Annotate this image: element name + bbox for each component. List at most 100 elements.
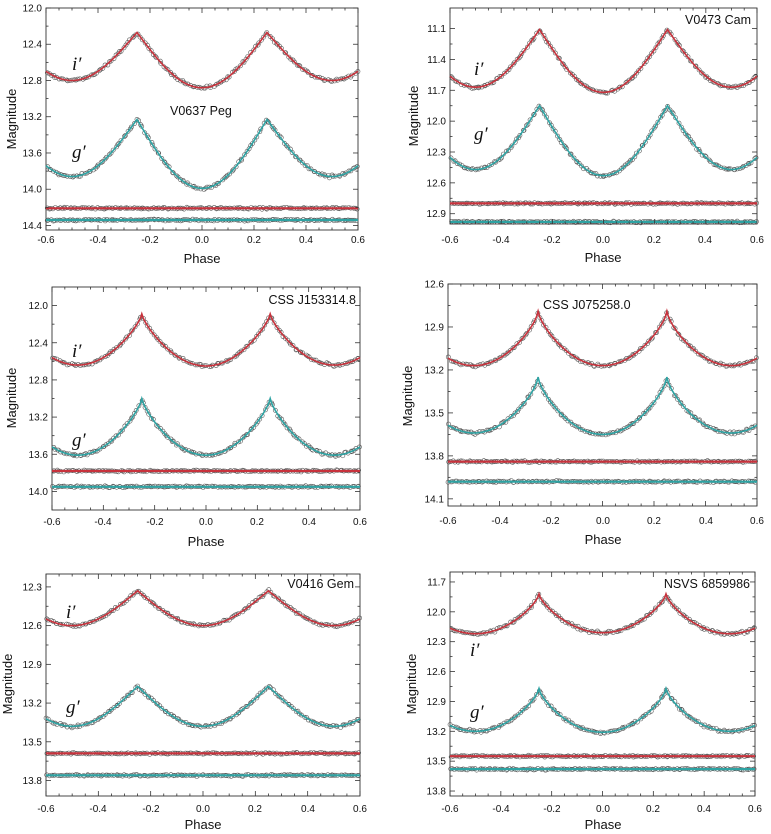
observation-point [352, 165, 358, 170]
observation-point [307, 445, 313, 450]
observation-point [266, 120, 272, 125]
observation-point [562, 64, 568, 70]
observation-point [506, 67, 512, 72]
observation-point [529, 602, 534, 608]
star-name-label: CSS J075258.0 [543, 298, 631, 312]
observation-point [541, 111, 547, 117]
plot-frame [45, 573, 361, 797]
observation-point [257, 416, 263, 422]
observation-point [555, 408, 561, 414]
observation-point [278, 45, 284, 51]
observation-point [114, 144, 119, 150]
g-band-fit-curve [449, 685, 756, 734]
observation-point [702, 153, 708, 159]
observation-point [181, 79, 187, 85]
observation-point [174, 173, 180, 179]
data-marks [43, 587, 362, 779]
observation-point [355, 69, 361, 74]
observation-point [142, 691, 148, 697]
observation-point [108, 150, 114, 156]
star-name-label: V0416 Gem [287, 577, 354, 591]
observation-point [236, 611, 242, 616]
observation-point [283, 50, 289, 56]
observation-point [130, 327, 135, 333]
observation-point [233, 164, 239, 170]
observation-point [329, 79, 334, 84]
i-band-fit-curve [51, 311, 361, 367]
observation-point [281, 420, 287, 426]
observation-point [163, 433, 169, 438]
observation-point [678, 400, 684, 405]
observation-point [560, 61, 565, 66]
g-band-label: g′ [474, 124, 489, 145]
observation-point [637, 414, 643, 420]
plot-frame [449, 571, 756, 797]
observation-point [625, 161, 630, 166]
observation-point [676, 120, 682, 126]
observation-point [276, 596, 282, 602]
observation-point [753, 155, 759, 161]
observation-point [162, 609, 168, 615]
observation-point [675, 396, 680, 402]
observation-point [525, 44, 530, 50]
x-tick-label: -0.6 [37, 804, 55, 815]
observation-point [639, 617, 645, 623]
x-tick-label: 0.6 [750, 516, 764, 527]
observation-point [172, 352, 178, 358]
observation-point [96, 68, 102, 74]
observation-point [551, 707, 557, 713]
observation-point [45, 617, 51, 623]
observation-point [97, 67, 103, 73]
observation-point [655, 700, 661, 706]
observation-point [667, 599, 673, 604]
observation-point [333, 453, 338, 459]
panel-v0637-peg: V0637 Peg i′ g′ -0.6 -0.4 -0.2 0.0 0.2 0… [4, 4, 365, 267]
observation-point [550, 47, 556, 53]
observation-point [541, 695, 547, 701]
observation-point [676, 332, 682, 338]
observation-point [493, 159, 498, 165]
observation-point [102, 354, 108, 359]
observation-point [235, 65, 240, 71]
y-tick-label: 11.4 [427, 55, 446, 66]
observation-point [561, 62, 566, 67]
observation-point [651, 400, 657, 405]
tick-marks [51, 287, 361, 510]
y-tick-label: 12.8 [23, 76, 43, 87]
x-tick-label: -0.4 [491, 516, 509, 527]
observation-point [646, 710, 652, 716]
observation-point [115, 142, 121, 147]
observation-point [238, 348, 244, 354]
observation-point [686, 714, 692, 720]
observation-point [532, 318, 538, 323]
observation-point [157, 605, 162, 611]
observation-point [298, 350, 304, 355]
x-tick-label: 0.0 [195, 235, 209, 246]
y-tick-labels: 12.0 12.4 12.8 13.2 13.6 14.0 14.4 [23, 4, 43, 232]
y-tick-labels: 11.7 12.0 12.3 12.6 12.9 13.2 13.5 13.8 [427, 577, 447, 797]
observation-point [693, 348, 699, 354]
observation-point [285, 603, 290, 609]
observation-point [282, 699, 288, 705]
observation-point [601, 174, 606, 179]
x-tick-label: 0.6 [750, 235, 764, 246]
observation-point [642, 411, 648, 417]
star-name-label: CSS J153314.8 [268, 293, 356, 307]
x-tick-label: 0.0 [596, 804, 610, 815]
observation-point [221, 77, 227, 83]
y-tick-label: 12.8 [29, 375, 49, 386]
observation-point [571, 353, 577, 359]
observation-point [646, 135, 651, 140]
observation-point [146, 695, 152, 701]
observation-point [536, 103, 542, 109]
observation-point [520, 335, 526, 341]
observation-point [673, 115, 678, 121]
observation-point [646, 406, 651, 412]
y-tick-label: 12.4 [29, 338, 49, 349]
observation-point [151, 332, 157, 338]
x-tick-label: 0.4 [301, 804, 315, 815]
x-tick-label: 0.4 [698, 235, 712, 246]
observation-point [685, 54, 691, 60]
y-tick-label: 13.8 [23, 776, 43, 787]
observation-point [170, 170, 176, 176]
